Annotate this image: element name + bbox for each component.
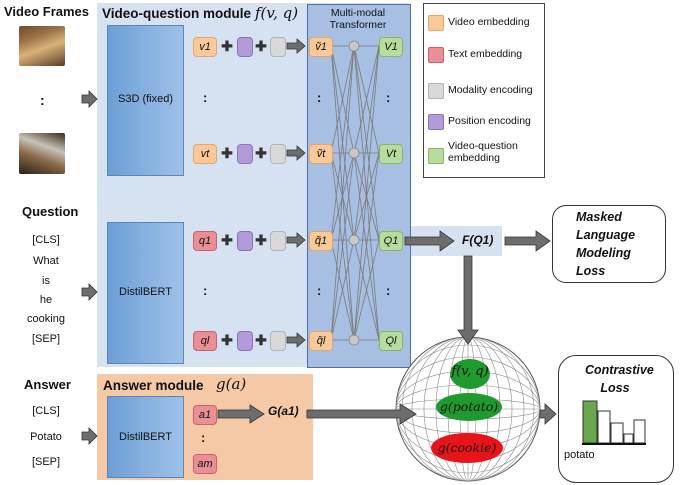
sphere-label-fvq: f(v, q)	[451, 364, 489, 379]
plus-icon: ✚	[255, 332, 267, 348]
answer-token: [SEP]	[31, 456, 61, 468]
legend-label: Modality encoding	[448, 84, 533, 96]
position-encoding-chip	[237, 331, 253, 351]
embedding-sphere	[395, 336, 541, 482]
legend-swatch-video-embedding	[428, 15, 444, 31]
contrastive-bar-label: potato	[564, 449, 595, 461]
s3d-encoder-label: S3D (fixed)	[117, 93, 174, 105]
plus-icon: ✚	[255, 232, 267, 248]
vertical-ellipsis: :	[317, 283, 323, 298]
legend-swatch-vq-embedding	[428, 148, 444, 164]
position-encoding-chip	[237, 144, 253, 164]
modality-encoding-chip	[270, 331, 286, 351]
sphere-label-gpotato: g(potato)	[439, 399, 499, 414]
vertical-ellipsis: :	[317, 90, 323, 105]
answer-module-title: Answer module	[103, 378, 204, 393]
vq-module-formula: f(v, q)	[255, 4, 299, 22]
question-token: [CLS]	[32, 234, 60, 246]
arrow-frames-to-s3d	[81, 90, 98, 108]
legend-label: Text embedding	[448, 48, 523, 60]
video-token-chip: vt	[193, 144, 217, 164]
text-token-chip: ql	[193, 331, 217, 351]
vertical-ellipsis: :	[386, 283, 392, 298]
arrow-question-to-bert	[81, 283, 98, 301]
s3d-encoder-box	[107, 25, 184, 176]
sphere-label-gcookie: g(cookie)	[437, 440, 497, 455]
answer-module-formula: g(a)	[216, 375, 247, 393]
question-token: What	[33, 255, 59, 267]
contrastive-loss-title: Contrastive Loss	[585, 363, 654, 395]
mlm-loss-box	[552, 205, 666, 283]
video-token-chip: v1	[193, 37, 217, 57]
answer-token: Potato	[30, 431, 62, 443]
transformer-network	[330, 40, 380, 346]
embedded-text-chip: q̃1	[309, 231, 333, 251]
embedded-video-chip: ṽt	[309, 144, 333, 164]
output-text-chip: Ql	[379, 331, 403, 351]
question-token: he	[39, 294, 53, 306]
embedded-video-chip: ṽ1	[309, 37, 333, 57]
distilbert-question-label: DistilBERT	[119, 286, 172, 298]
output-video-chip: Vt	[379, 144, 403, 164]
vertical-ellipsis: :	[203, 283, 209, 298]
position-encoding-chip	[237, 37, 253, 57]
question-token: cooking	[27, 313, 65, 325]
vertical-ellipsis: :	[386, 90, 392, 105]
plus-icon: ✚	[255, 145, 267, 161]
modality-encoding-chip	[270, 37, 286, 57]
video-frame-t	[19, 133, 65, 174]
plus-icon: ✚	[255, 38, 267, 54]
question-token: [SEP]	[31, 333, 61, 345]
answer-token: [CLS]	[32, 405, 60, 417]
vertical-ellipsis: :	[201, 430, 207, 445]
fq1-label: F(Q1)	[462, 233, 494, 247]
multimodal-transformer-label: Multi-modal Transformer	[329, 7, 387, 31]
question-title: Question	[22, 204, 79, 219]
distilbert-answer-box	[107, 396, 184, 478]
distilbert-answer-label: DistilBERT	[119, 431, 172, 443]
vertical-ellipsis: :	[203, 90, 209, 105]
contrastive-loss-box	[558, 355, 674, 483]
plus-icon: ✚	[221, 38, 233, 54]
video-frames-title: Video Frames	[4, 4, 90, 19]
legend-swatch-modality-encoding	[428, 83, 444, 99]
plus-icon: ✚	[221, 232, 233, 248]
answer-title: Answer	[24, 377, 71, 392]
question-token: is	[42, 275, 50, 287]
contrastive-bars	[582, 400, 646, 445]
plus-icon: ✚	[221, 332, 233, 348]
modality-encoding-chip	[270, 231, 286, 251]
vq-module-title: Video-question module	[102, 6, 252, 21]
position-encoding-chip	[237, 231, 253, 251]
plus-icon: ✚	[221, 145, 233, 161]
distilbert-question-box	[107, 222, 184, 364]
video-frame-1	[19, 26, 65, 66]
video-frame-ellipsis: :	[40, 92, 45, 108]
output-text-chip: Q1	[379, 231, 403, 251]
text-token-chip: q1	[193, 231, 217, 251]
legend-label: Video-question embedding	[448, 140, 518, 164]
ga1-label: G(a1)	[268, 404, 299, 418]
legend-label: Position encoding	[448, 115, 531, 127]
arrow-answer-to-bert	[81, 427, 98, 445]
multimodal-transformer-box	[307, 4, 411, 368]
embedded-text-chip: q̃l	[309, 331, 333, 351]
legend-swatch-position-encoding	[428, 114, 444, 130]
output-video-chip: V1	[379, 37, 403, 57]
legend-label: Video embedding	[448, 16, 530, 28]
modality-encoding-chip	[270, 144, 286, 164]
mlm-loss-label: Masked Language Modeling Loss	[576, 210, 636, 278]
answer-token-chip: am	[193, 454, 217, 474]
legend-swatch-text-embedding	[428, 47, 444, 63]
answer-token-chip: a1	[193, 405, 217, 425]
